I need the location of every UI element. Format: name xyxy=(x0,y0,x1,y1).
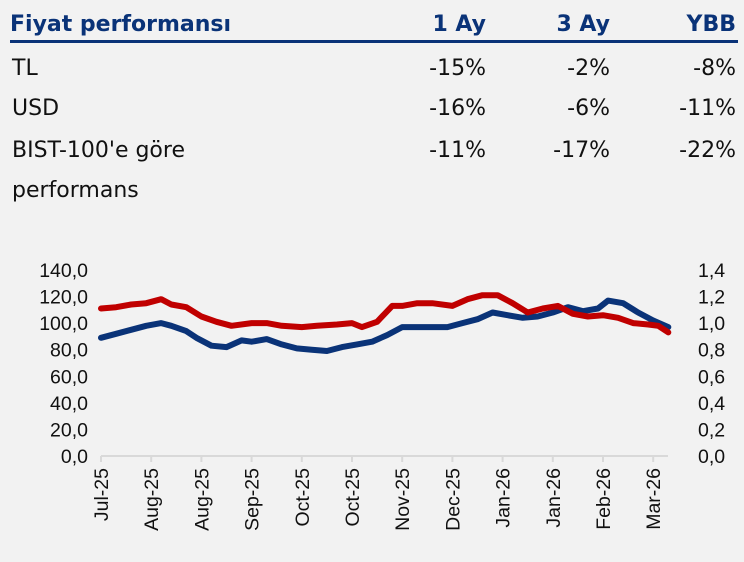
y-left-tick-label: 60,0 xyxy=(50,366,88,388)
cell-value: -2% xyxy=(567,56,610,81)
x-tick-label: Jul-25 xyxy=(91,468,113,521)
cell-value: -15% xyxy=(429,56,486,81)
series-lines xyxy=(98,292,672,354)
x-tick-label: Jan-26 xyxy=(493,468,515,528)
x-tick-label: Oct-25 xyxy=(342,468,364,527)
y-right-tick-label: 0,4 xyxy=(698,393,725,415)
row-label-continued: performans xyxy=(12,178,139,203)
y-left-tick-label: 20,0 xyxy=(50,419,88,441)
col-header-ytd: YBB xyxy=(686,12,736,37)
series-line-relative xyxy=(98,297,672,354)
y-left-tick-label: 100,0 xyxy=(39,313,88,335)
y-left-tick-label: 120,0 xyxy=(39,287,88,309)
x-tick-label: Oct-25 xyxy=(292,468,314,527)
x-tick-label: Mar-26 xyxy=(643,468,665,530)
x-tick-label: Aug-25 xyxy=(191,468,213,531)
cell-value: -6% xyxy=(567,96,610,121)
y-right-tick-label: 1,0 xyxy=(698,313,725,335)
x-tick-label: Feb-26 xyxy=(593,468,615,530)
x-axis: Jul-25 Aug-25 Aug-25 Sep-25 Oct-25 Oct-25 Nov-… xyxy=(91,455,668,531)
cell-value: -11% xyxy=(429,138,486,163)
x-tick-label: Aug-25 xyxy=(141,468,163,531)
y-right-tick-label: 0,8 xyxy=(698,340,725,362)
cell-value: -11% xyxy=(679,96,736,121)
y-left-tick-label: 80,0 xyxy=(50,340,88,362)
x-tick-label: Sep-25 xyxy=(242,468,264,531)
table-title: Fiyat performansı xyxy=(10,12,232,37)
y-right-tick-label: 0,0 xyxy=(698,446,725,468)
y-left-tick-label: 140,0 xyxy=(39,260,88,282)
series-line-tl xyxy=(98,292,672,336)
y-right-tick-label: 0,2 xyxy=(698,419,725,441)
y-right-tick-label: 0,6 xyxy=(698,366,725,388)
col-header-3m: 3 Ay xyxy=(556,12,610,37)
y-left-tick-label: 40,0 xyxy=(50,393,88,415)
row-label: USD xyxy=(12,96,60,121)
cell-value: -8% xyxy=(693,56,736,81)
x-tick-label: Nov-25 xyxy=(392,468,414,531)
x-tick-label: Dec-25 xyxy=(442,468,464,531)
y-right-tick-label: 1,4 xyxy=(698,260,725,282)
x-tick-label: Jan-26 xyxy=(543,468,565,528)
cell-value: -22% xyxy=(679,138,736,163)
row-label: TL xyxy=(12,56,38,81)
table-header: Fiyat performansı 1 Ay 3 Ay YBB xyxy=(10,10,738,43)
cell-value: -17% xyxy=(553,138,610,163)
cell-value: -16% xyxy=(429,96,486,121)
y-axis-left: 0,0 20,0 40,0 60,0 80,0 100,0 120,0 140,0 xyxy=(39,260,88,468)
row-label: BIST-100'e göre xyxy=(12,138,185,163)
y-right-tick-label: 1,2 xyxy=(698,287,725,309)
y-left-tick-label: 0,0 xyxy=(61,446,88,468)
col-header-1m: 1 Ay xyxy=(432,12,486,37)
y-axis-right: 0,0 0,2 0,4 0,6 0,8 1,0 1,2 1,4 xyxy=(698,260,725,468)
